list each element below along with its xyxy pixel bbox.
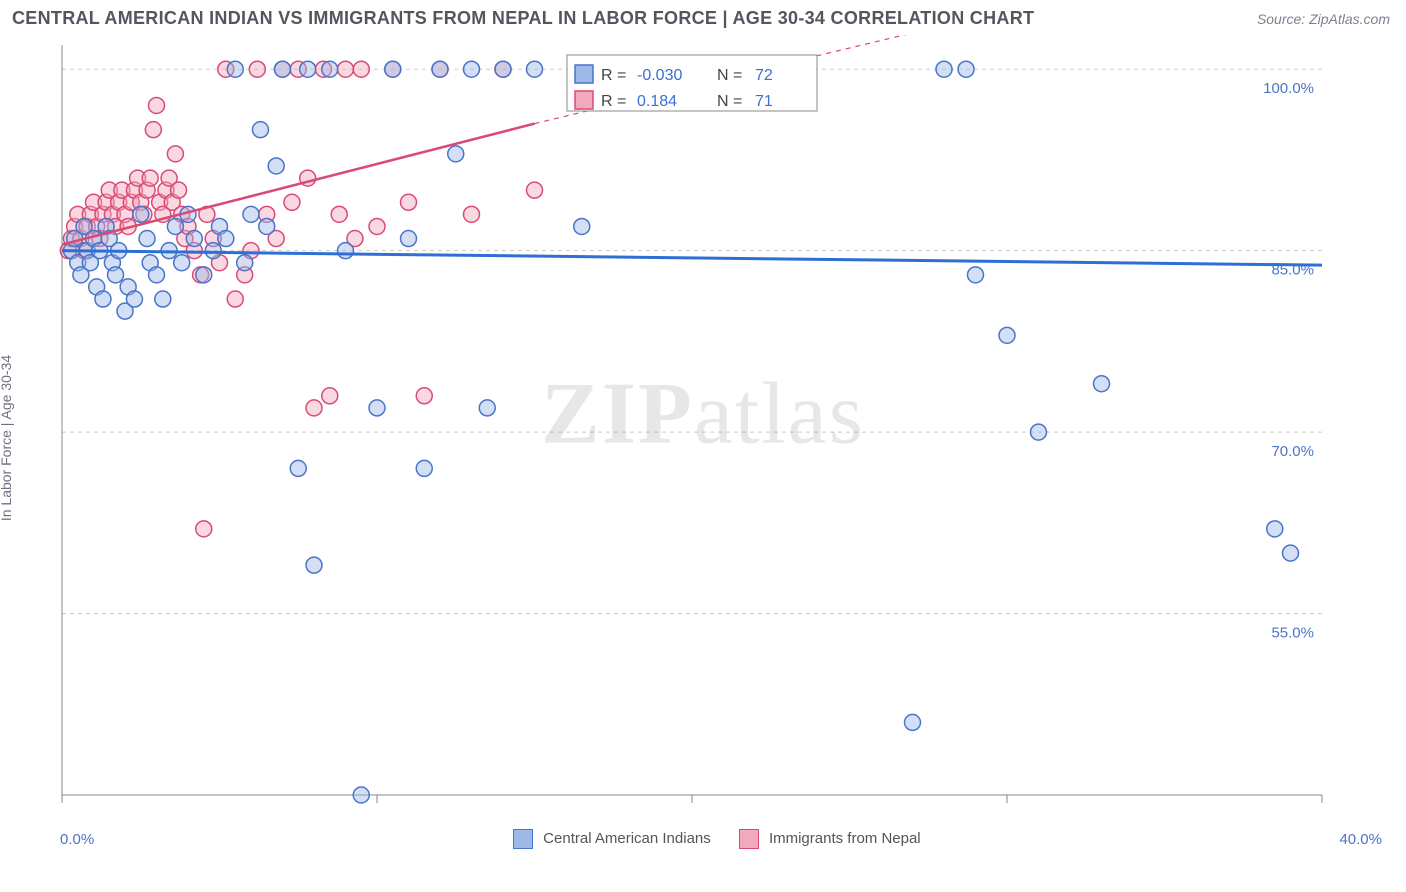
legend-swatch-2 <box>739 829 759 849</box>
scatter-point <box>1267 521 1283 537</box>
scatter-point <box>385 61 401 77</box>
scatter-point <box>999 327 1015 343</box>
scatter-point <box>1094 376 1110 392</box>
scatter-point <box>145 122 161 138</box>
scatter-point <box>322 388 338 404</box>
scatter-point <box>205 243 221 259</box>
scatter-point <box>126 291 142 307</box>
scatter-point <box>401 194 417 210</box>
scatter-point <box>108 267 124 283</box>
scatter-point <box>338 243 354 259</box>
scatter-point <box>306 400 322 416</box>
scatter-point <box>464 61 480 77</box>
scatter-point <box>464 206 480 222</box>
legend-item-2: Immigrants from Nepal <box>739 829 921 849</box>
scatter-point <box>290 460 306 476</box>
x-axis-max-label: 40.0% <box>1339 831 1382 848</box>
legend-swatch-1 <box>513 829 533 849</box>
scatter-point <box>300 61 316 77</box>
scatter-point <box>196 521 212 537</box>
scatter-point <box>167 218 183 234</box>
scatter-point <box>353 61 369 77</box>
scatter-point <box>218 231 234 247</box>
scatter-point <box>243 206 259 222</box>
scatter-point <box>1031 424 1047 440</box>
scatter-point <box>133 206 149 222</box>
scatter-point <box>142 170 158 186</box>
svg-text:N =: N = <box>717 67 742 84</box>
scatter-point <box>432 61 448 77</box>
svg-text:0.184: 0.184 <box>637 93 677 110</box>
legend-item-1: Central American Indians <box>513 829 711 849</box>
scatter-point <box>338 61 354 77</box>
scatter-point <box>574 218 590 234</box>
svg-text:71: 71 <box>755 93 773 110</box>
scatter-point <box>155 291 171 307</box>
scatter-chart: 55.0%70.0%85.0%100.0%R =-0.030N =72R =0.… <box>12 35 1342 825</box>
chart-title: CENTRAL AMERICAN INDIAN VS IMMIGRANTS FR… <box>12 8 1034 29</box>
scatter-point <box>401 231 417 247</box>
scatter-point <box>416 460 432 476</box>
legend-label-1: Central American Indians <box>543 830 711 847</box>
chart-area: In Labor Force | Age 30-34 ZIPatlas 55.0… <box>12 35 1394 825</box>
scatter-point <box>139 231 155 247</box>
scatter-point <box>1283 545 1299 561</box>
scatter-point <box>369 400 385 416</box>
svg-text:100.0%: 100.0% <box>1263 80 1314 97</box>
scatter-point <box>416 388 432 404</box>
bottom-legend: Central American Indians Immigrants from… <box>513 829 921 849</box>
scatter-point <box>268 158 284 174</box>
scatter-point <box>527 61 543 77</box>
svg-text:70.0%: 70.0% <box>1271 443 1314 460</box>
scatter-point <box>322 61 338 77</box>
scatter-point <box>227 291 243 307</box>
scatter-point <box>149 267 165 283</box>
svg-text:R =: R = <box>601 93 626 110</box>
scatter-point <box>149 97 165 113</box>
source-label: Source: ZipAtlas.com <box>1257 11 1390 27</box>
scatter-point <box>95 291 111 307</box>
scatter-point <box>284 194 300 210</box>
scatter-point <box>353 787 369 803</box>
scatter-point <box>186 231 202 247</box>
svg-text:72: 72 <box>755 67 773 84</box>
scatter-point <box>968 267 984 283</box>
svg-text:N =: N = <box>717 93 742 110</box>
scatter-point <box>479 400 495 416</box>
svg-text:55.0%: 55.0% <box>1271 625 1314 642</box>
header: CENTRAL AMERICAN INDIAN VS IMMIGRANTS FR… <box>0 0 1406 35</box>
scatter-point <box>369 218 385 234</box>
scatter-point <box>275 61 291 77</box>
scatter-point <box>495 61 511 77</box>
scatter-point <box>958 61 974 77</box>
scatter-point <box>527 182 543 198</box>
y-axis-label: In Labor Force | Age 30-34 <box>0 355 14 521</box>
svg-text:R =: R = <box>601 67 626 84</box>
legend-label-2: Immigrants from Nepal <box>769 830 921 847</box>
scatter-point <box>227 61 243 77</box>
scatter-point <box>249 61 265 77</box>
scatter-point <box>196 267 212 283</box>
x-axis-min-label: 0.0% <box>60 831 94 848</box>
scatter-point <box>905 714 921 730</box>
svg-text:-0.030: -0.030 <box>637 67 682 84</box>
scatter-point <box>331 206 347 222</box>
scatter-point <box>306 557 322 573</box>
scatter-point <box>171 182 187 198</box>
scatter-point <box>448 146 464 162</box>
scatter-point <box>237 255 253 271</box>
scatter-point <box>936 61 952 77</box>
scatter-point <box>167 146 183 162</box>
scatter-point <box>252 122 268 138</box>
scatter-point <box>174 255 190 271</box>
x-axis-bar: 0.0% Central American Indians Immigrants… <box>0 825 1406 853</box>
scatter-point <box>259 218 275 234</box>
